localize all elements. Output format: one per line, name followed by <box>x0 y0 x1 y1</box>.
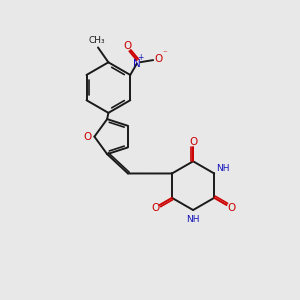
Text: O: O <box>84 132 92 142</box>
Text: O: O <box>154 54 163 64</box>
Text: O: O <box>189 137 197 147</box>
Text: +: + <box>137 53 144 62</box>
Text: NH: NH <box>216 164 229 173</box>
Text: N: N <box>133 59 141 69</box>
Text: O: O <box>124 41 132 51</box>
Text: O: O <box>151 203 159 213</box>
Text: NH: NH <box>186 215 200 224</box>
Text: O: O <box>227 203 235 213</box>
Text: ⁻: ⁻ <box>162 50 167 58</box>
Text: CH₃: CH₃ <box>88 36 105 45</box>
